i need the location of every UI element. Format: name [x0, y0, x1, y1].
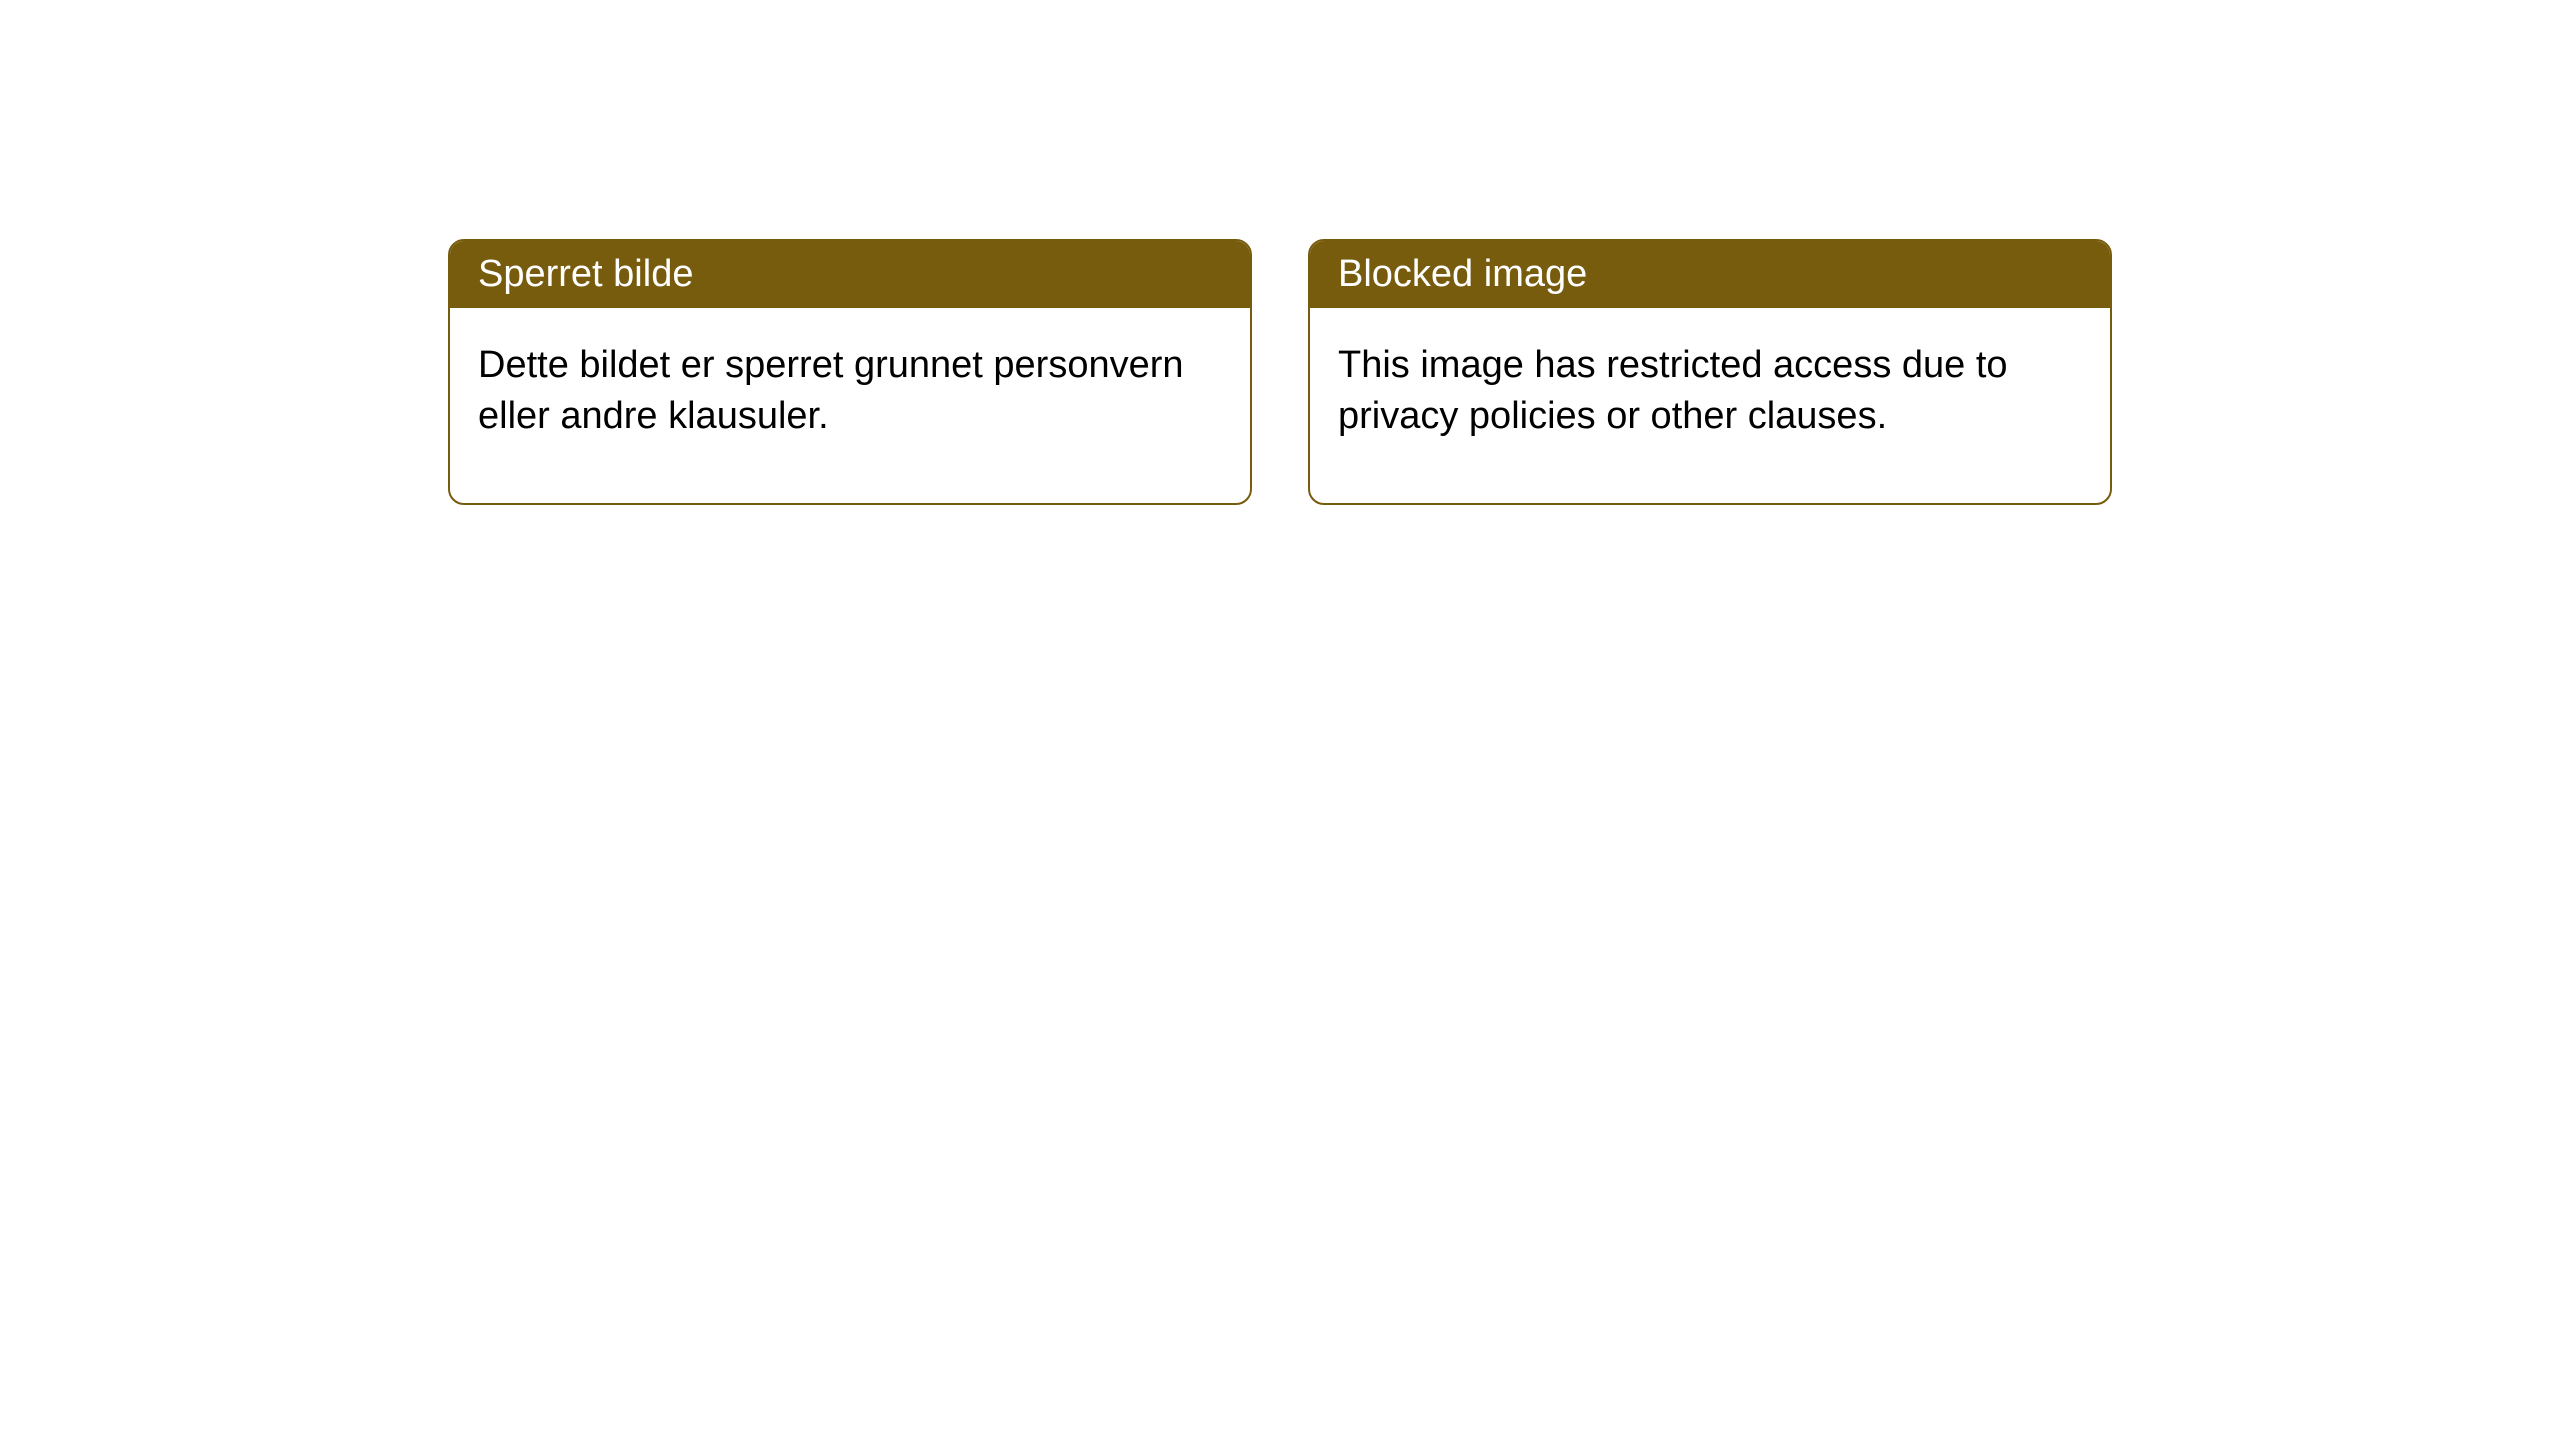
- blocked-notice-en: Blocked image This image has restricted …: [1308, 239, 2112, 505]
- notice-title: Blocked image: [1310, 241, 2110, 308]
- notice-container: Sperret bilde Dette bildet er sperret gr…: [448, 239, 2112, 505]
- notice-message: This image has restricted access due to …: [1310, 308, 2110, 503]
- blocked-notice-no: Sperret bilde Dette bildet er sperret gr…: [448, 239, 1252, 505]
- notice-message: Dette bildet er sperret grunnet personve…: [450, 308, 1250, 503]
- notice-title: Sperret bilde: [450, 241, 1250, 308]
